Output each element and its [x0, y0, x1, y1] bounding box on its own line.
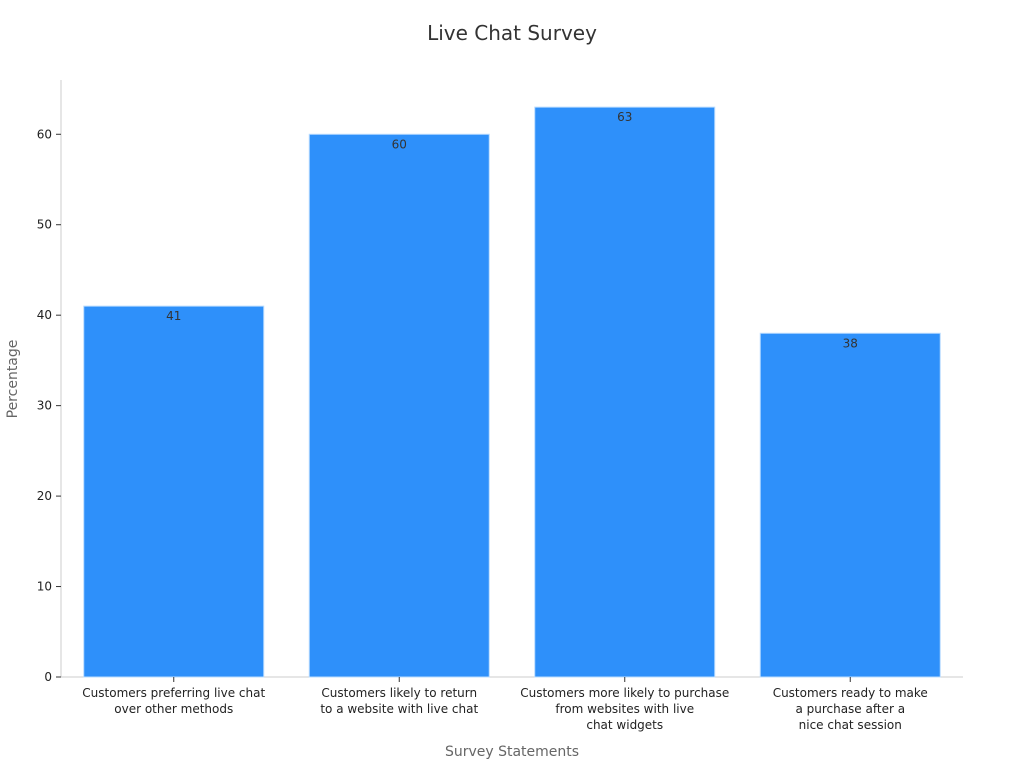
- x-tick-label: Customers more likely to purchase from we…: [520, 686, 729, 732]
- x-tick-label: Customers ready to make a purchase after …: [773, 686, 928, 732]
- chart-title: Live Chat Survey: [427, 21, 597, 45]
- x-tick-label-line: Customers likely to return: [321, 686, 477, 700]
- x-tick-label-line: Customers preferring live chat: [82, 686, 265, 700]
- y-tick-label: 10: [37, 580, 52, 594]
- y-axis-title: Percentage: [5, 340, 21, 419]
- bar: [308, 133, 490, 678]
- y-tick-label: 0: [44, 670, 52, 684]
- y-tick-label: 40: [37, 308, 52, 322]
- bar-value-label: 41: [166, 309, 181, 323]
- bar: [83, 305, 265, 678]
- x-tick-label-line: from websites with live: [555, 702, 694, 716]
- y-tick-label: 60: [37, 127, 52, 141]
- x-tick-label-line: a purchase after a: [795, 702, 905, 716]
- x-tick-label: Customers preferring live chat over other…: [82, 686, 265, 716]
- y-tick-label: 30: [37, 399, 52, 413]
- x-tick-label-line: chat widgets: [586, 718, 663, 732]
- bar-value-label: 38: [843, 336, 858, 350]
- bar: [759, 332, 941, 678]
- x-tick-label-line: Customers more likely to purchase: [520, 686, 729, 700]
- x-tick-label-line: over other methods: [114, 702, 233, 716]
- bar: [534, 106, 716, 678]
- x-tick-label-line: nice chat session: [799, 718, 902, 732]
- x-tick-label-line: Customers ready to make: [773, 686, 928, 700]
- x-axis-title: Survey Statements: [445, 744, 579, 760]
- x-tick-label: Customers likely to return to a website w…: [320, 686, 478, 716]
- bar-value-label: 63: [617, 110, 632, 124]
- y-tick-label: 50: [37, 218, 52, 232]
- x-tick-label-line: to a website with live chat: [320, 702, 478, 716]
- y-tick-label: 20: [37, 489, 52, 503]
- plot-area: 0 10 20 30 40 50 60 41 Customers preferring live…: [37, 80, 963, 732]
- bar-value-label: 60: [392, 137, 407, 151]
